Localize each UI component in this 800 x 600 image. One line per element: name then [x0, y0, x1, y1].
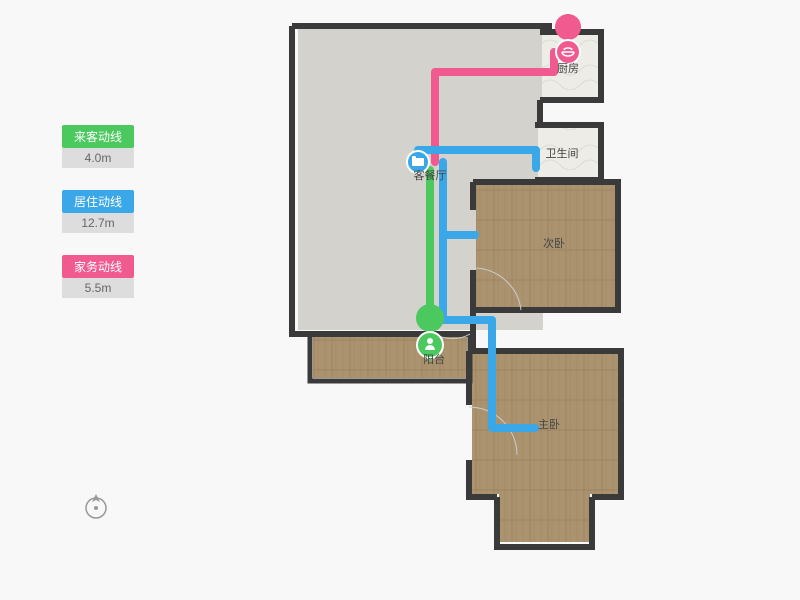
- compass-icon: [80, 490, 112, 522]
- legend-label: 来客动线: [62, 125, 134, 148]
- legend-item-chore: 家务动线 5.5m: [62, 255, 134, 298]
- label-balcony: 阳台: [423, 352, 445, 366]
- floorplan: 客餐厅 厨房 卫生间 次卧 主卧 阳台: [260, 10, 690, 590]
- label-bedroom1: 主卧: [538, 418, 560, 431]
- legend-label: 家务动线: [62, 255, 134, 278]
- label-bedroom2: 次卧: [543, 236, 565, 250]
- legend-item-guest: 来客动线 4.0m: [62, 125, 134, 168]
- legend-value: 12.7m: [62, 213, 134, 233]
- legend-item-living: 居住动线 12.7m: [62, 190, 134, 233]
- legend-value: 5.5m: [62, 278, 134, 298]
- legend: 来客动线 4.0m 居住动线 12.7m 家务动线 5.5m: [62, 125, 134, 320]
- legend-label: 居住动线: [62, 190, 134, 213]
- room-bedroom1-ext-floor: [499, 494, 590, 542]
- label-living: 客餐厅: [414, 168, 447, 182]
- label-kitchen: 厨房: [557, 62, 579, 75]
- label-bathroom: 卫生间: [546, 146, 579, 160]
- legend-value: 4.0m: [62, 148, 134, 168]
